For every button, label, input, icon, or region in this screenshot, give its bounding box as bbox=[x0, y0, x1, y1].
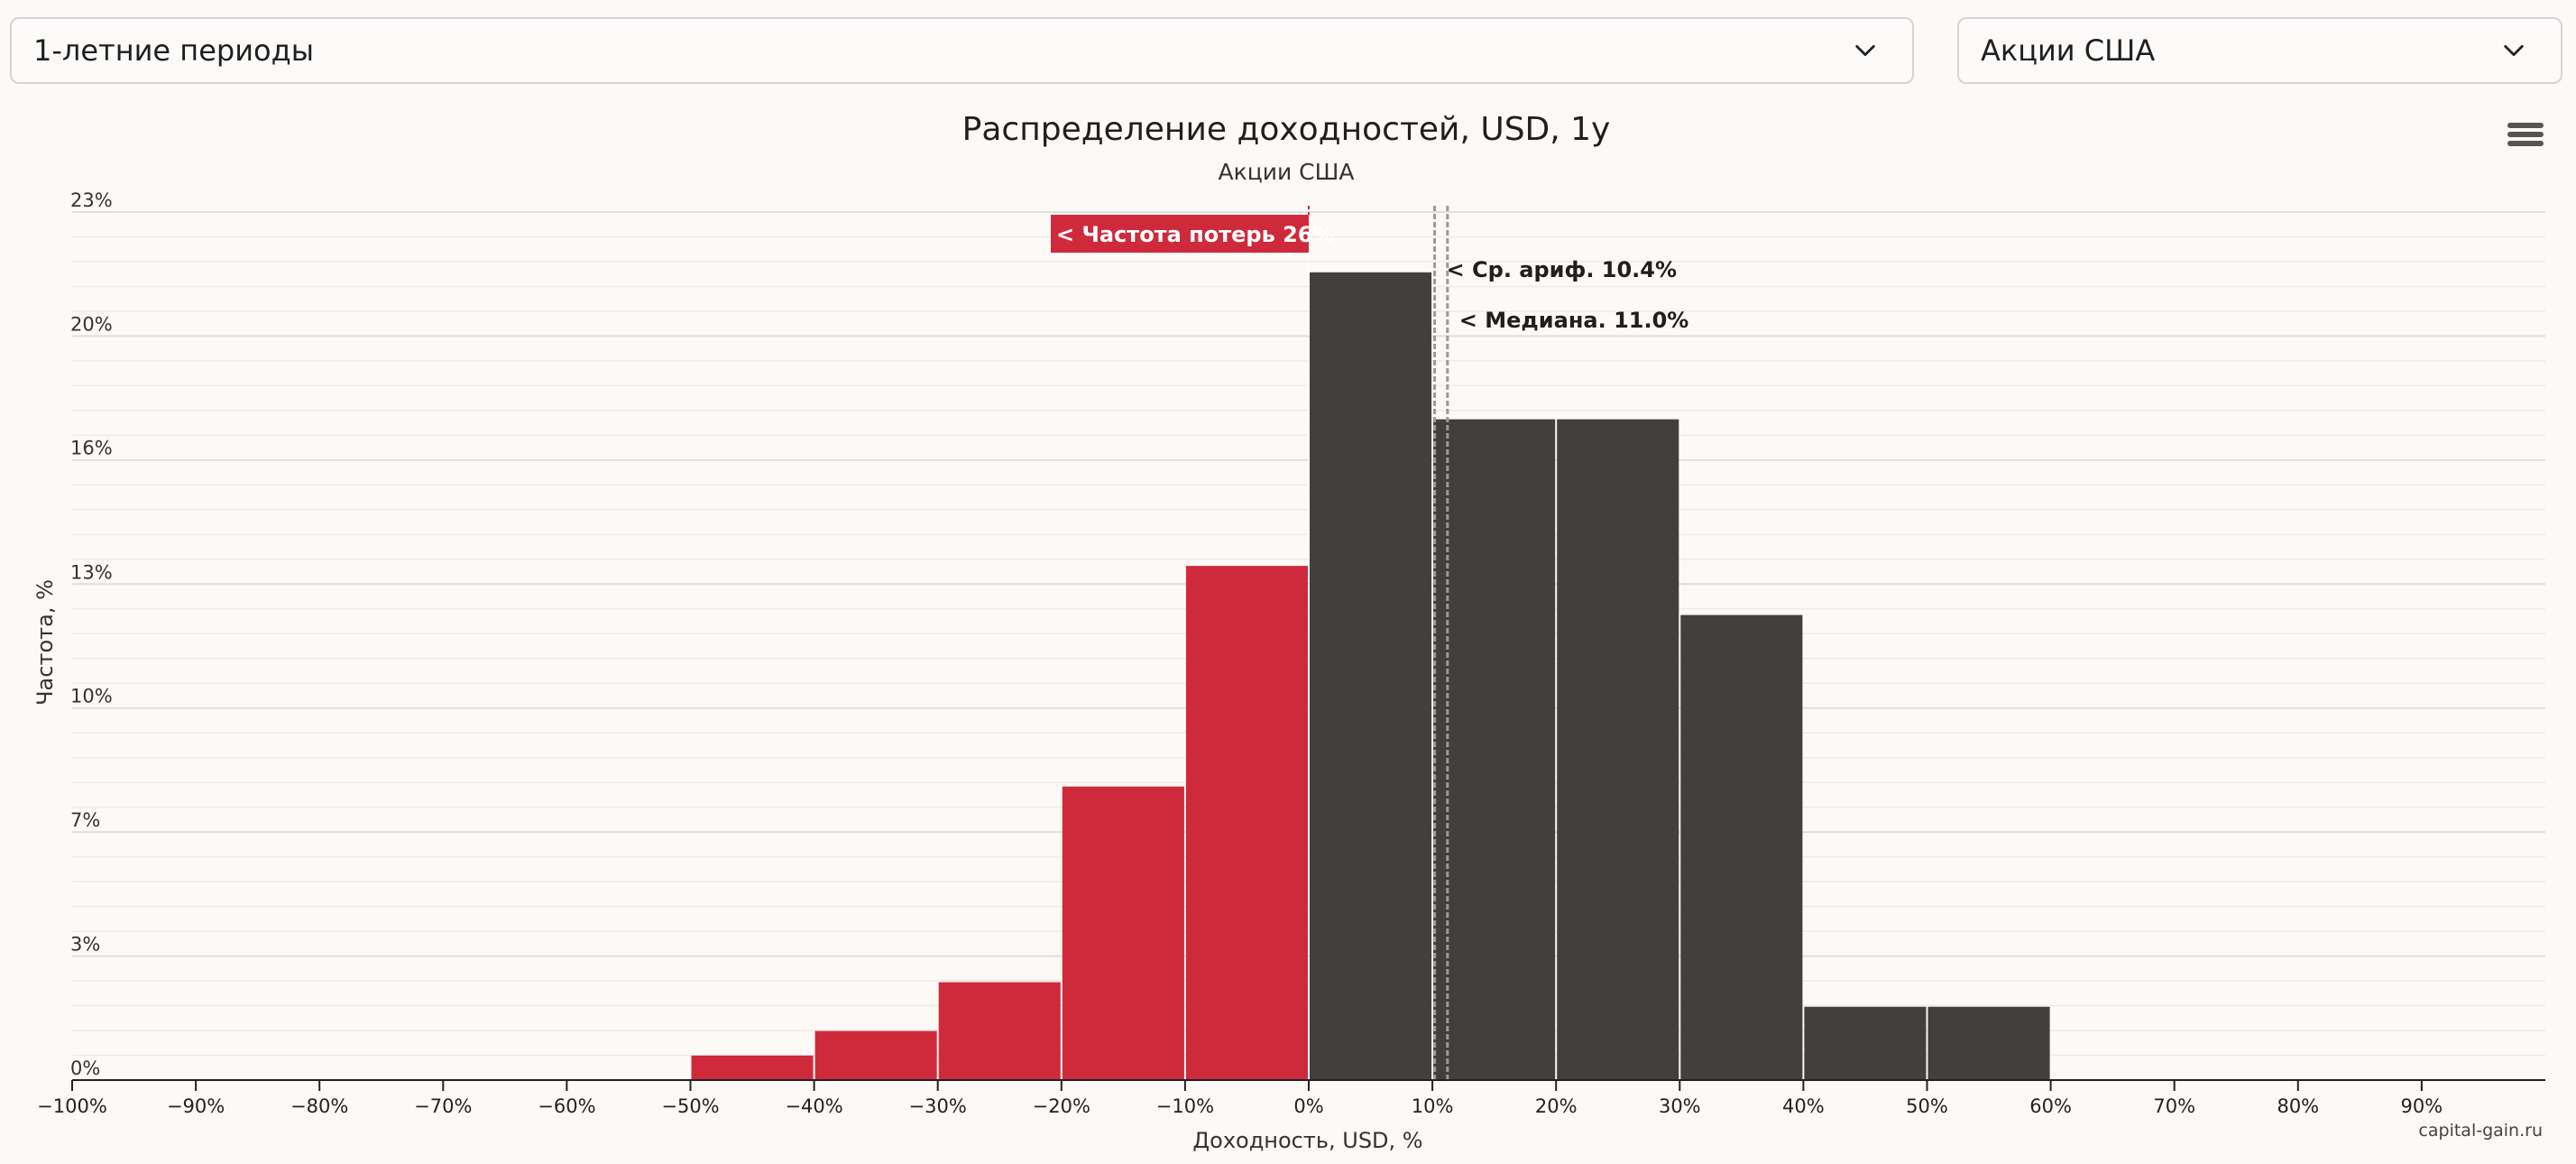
x-tick-label: 60% bbox=[2029, 1095, 2072, 1117]
y-tick-label: 3% bbox=[70, 934, 100, 956]
grid-lines bbox=[72, 211, 2545, 1057]
x-tick-label: −40% bbox=[785, 1095, 842, 1117]
credit-text: capital-gain.ru bbox=[2418, 1121, 2543, 1141]
x-tick-label: 70% bbox=[2153, 1095, 2195, 1117]
x-tick-label: −80% bbox=[290, 1095, 348, 1117]
hamburger-menu-icon bbox=[2507, 132, 2544, 137]
asset-select-value: Акции США bbox=[1981, 33, 2156, 68]
x-tick-label: −20% bbox=[1033, 1095, 1090, 1117]
histogram-bar bbox=[1680, 614, 1803, 1080]
x-tick-label: −90% bbox=[167, 1095, 225, 1117]
chart-title: Распределение доходностей, USD, 1y bbox=[962, 111, 1611, 148]
y-tick-label: 0% bbox=[70, 1058, 100, 1079]
histogram-bar bbox=[1557, 419, 1679, 1080]
y-tick-label: 20% bbox=[70, 313, 113, 335]
x-tick-label: 50% bbox=[1906, 1095, 1948, 1117]
y-tick-label: 23% bbox=[70, 189, 113, 211]
marker-lines: < Частота потерь 26% < Ср. ариф. 10.4% < М… bbox=[1051, 206, 1688, 1080]
x-tick-label: 40% bbox=[1782, 1095, 1825, 1117]
loss-marker-label-bg bbox=[1051, 215, 1309, 253]
histogram-bar bbox=[1062, 786, 1184, 1080]
y-tick-label: 16% bbox=[70, 438, 113, 459]
x-tick-label: −50% bbox=[661, 1095, 719, 1117]
chart-menu-button[interactable] bbox=[2504, 117, 2547, 153]
x-tick-label: −100% bbox=[37, 1095, 107, 1117]
x-tick-label: −10% bbox=[1156, 1095, 1214, 1117]
median-marker-label: < Медиана. 11.0% bbox=[1459, 308, 1689, 333]
x-tick-label: −70% bbox=[414, 1095, 472, 1117]
x-axis-label: Доходность, USD, % bbox=[1192, 1128, 1422, 1153]
hamburger-menu-icon bbox=[2507, 141, 2544, 146]
histogram-bar bbox=[1433, 419, 1556, 1080]
x-tick-label: 10% bbox=[1412, 1095, 1454, 1117]
y-axis-label: Частота, % bbox=[32, 579, 58, 706]
x-tick-label: 90% bbox=[2401, 1095, 2443, 1117]
chart-subtitle: Акции США bbox=[1219, 159, 1355, 185]
x-tick-label: −30% bbox=[909, 1095, 967, 1117]
x-tick-label: −60% bbox=[538, 1095, 595, 1117]
hamburger-menu-icon bbox=[2507, 123, 2544, 128]
loss-marker-label: < Частота потерь 26% bbox=[1056, 222, 1335, 247]
histogram-bar bbox=[1310, 272, 1432, 1080]
chevron-down-icon bbox=[1855, 44, 1875, 57]
histogram-bar bbox=[814, 1030, 937, 1080]
period-select-value: 1-летние периоды bbox=[33, 33, 314, 68]
x-tick-label: 0% bbox=[1293, 1095, 1323, 1117]
histogram-bars bbox=[691, 272, 2050, 1080]
histogram-bar bbox=[1185, 566, 1308, 1080]
period-select[interactable]: 1-летние периоды bbox=[10, 17, 1914, 84]
asset-select[interactable]: Акции США bbox=[1957, 17, 2562, 84]
chevron-down-icon bbox=[2504, 44, 2524, 57]
x-tick-label: 80% bbox=[2277, 1095, 2319, 1117]
y-tick-label: 10% bbox=[70, 686, 113, 707]
mean-marker-label: < Ср. ариф. 10.4% bbox=[1447, 257, 1677, 282]
histogram-bar bbox=[1804, 1006, 1927, 1080]
histogram-bar bbox=[691, 1055, 814, 1080]
y-tick-label: 7% bbox=[70, 809, 100, 831]
histogram-bar bbox=[938, 982, 1061, 1080]
x-tick-label: 30% bbox=[1659, 1095, 1701, 1117]
axes: 0% 3% 7% 10% 13% 16% 20% 23% −100% −90% −80% −70% −6… bbox=[37, 189, 2545, 1117]
histogram-bar bbox=[1927, 1006, 2050, 1080]
x-tick-label: 20% bbox=[1535, 1095, 1578, 1117]
y-tick-label: 13% bbox=[70, 561, 113, 583]
